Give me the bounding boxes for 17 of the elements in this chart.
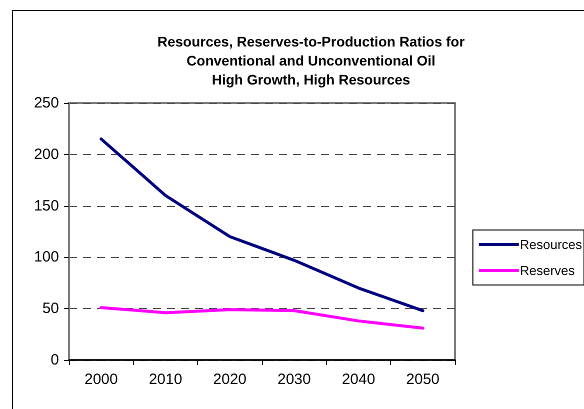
x-tick-label: 2030 bbox=[277, 371, 311, 388]
y-tick-label: 250 bbox=[34, 94, 59, 112]
y-tick-label: 200 bbox=[34, 146, 59, 163]
y-tick-label: 0 bbox=[50, 352, 59, 368]
x-tick-label: 2050 bbox=[406, 371, 440, 388]
y-tick-label: 100 bbox=[34, 248, 59, 266]
chart-title: Resources, Reserves-to-Production Ratios for Conventional and Unconventional Oil High Growth, High Resources bbox=[157, 34, 466, 88]
x-tick-label: 2010 bbox=[148, 371, 182, 388]
line-series bbox=[100, 306, 424, 330]
legend-label: Resources bbox=[520, 237, 582, 252]
x-tick-label: 2040 bbox=[342, 371, 376, 388]
legend-label: Reserves bbox=[520, 263, 576, 278]
y-tick-label: 150 bbox=[34, 197, 59, 214]
x-tick-label: 2000 bbox=[84, 371, 118, 388]
line-series bbox=[100, 137, 424, 312]
y-tick-label: 50 bbox=[42, 300, 59, 318]
x-tick-label: 2020 bbox=[213, 371, 247, 388]
